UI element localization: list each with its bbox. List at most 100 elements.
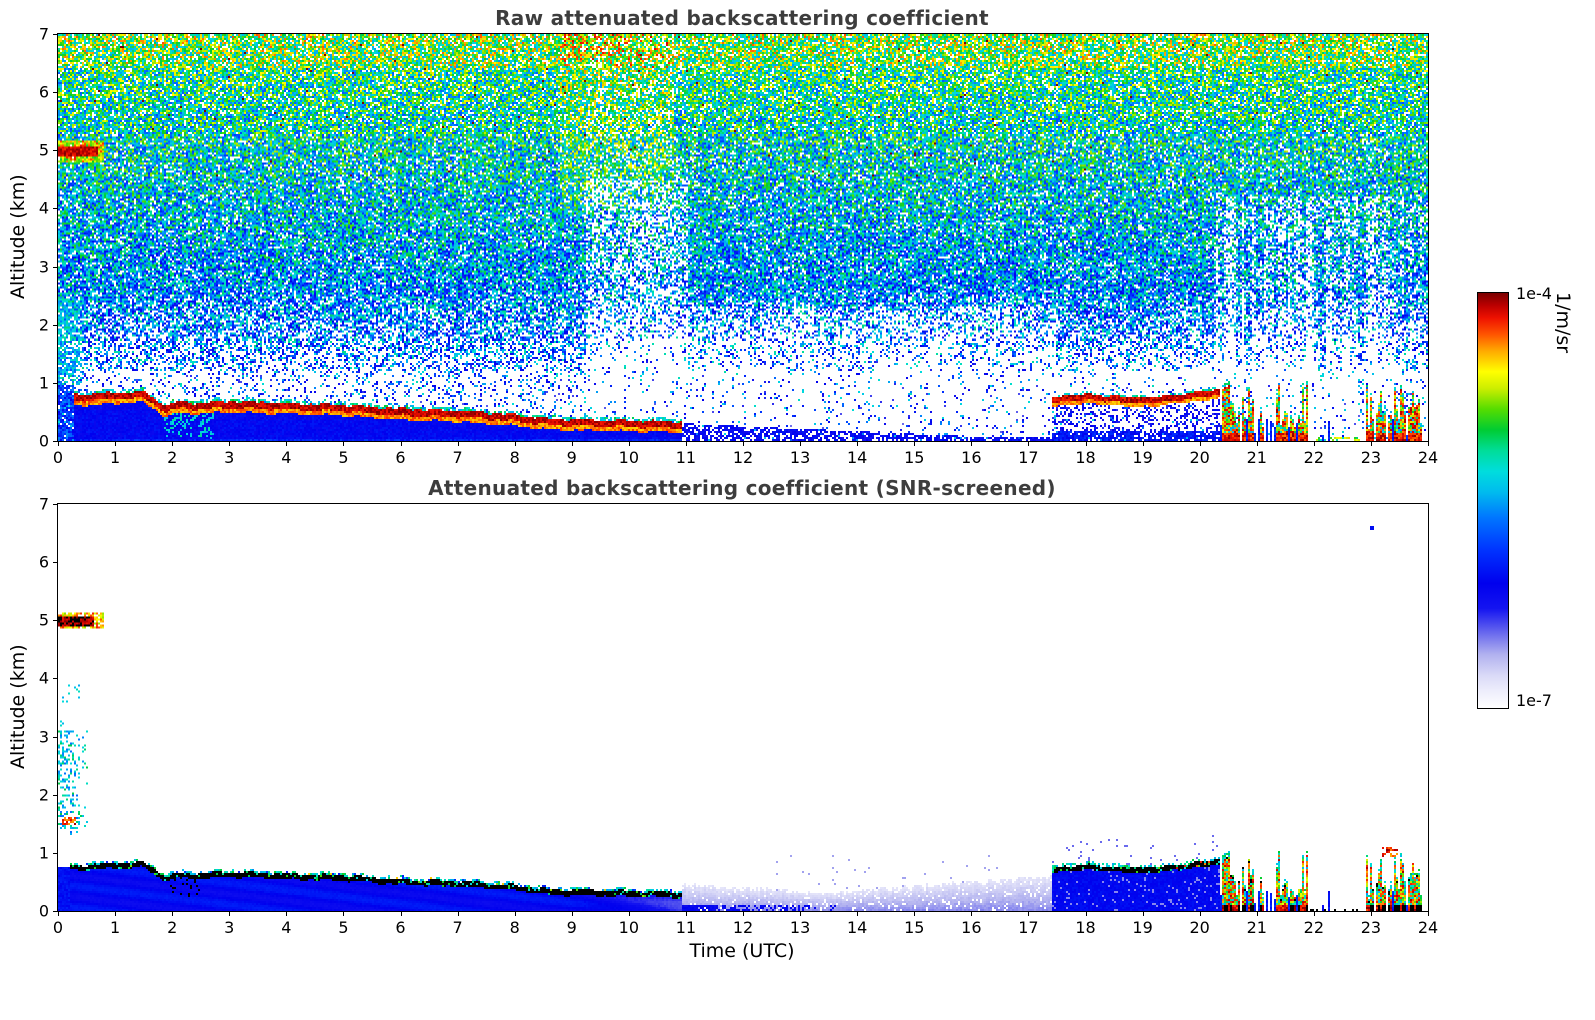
x-tick-label: 0 xyxy=(52,918,64,937)
x-tick-mark xyxy=(172,441,174,446)
y-tick-mark xyxy=(53,504,58,505)
x-tick-label: 21 xyxy=(1246,918,1267,937)
y-axis-label-screened: Altitude (km) xyxy=(7,644,29,769)
x-tick-mark xyxy=(58,911,59,916)
y-tick-label: 7 xyxy=(38,24,49,44)
x-tick-label: 17 xyxy=(1018,448,1039,467)
x-tick-label: 24 xyxy=(1417,918,1439,937)
x-tick-mark xyxy=(514,911,516,916)
screened-plot-area: 0 1 2 3 4 5 6 7 8 9 10 11 12 13 14 15 16 17 18 19 20 21 22 23 24… xyxy=(39,495,1438,938)
x-tick-mark xyxy=(1142,441,1144,446)
x-tick-label: 10 xyxy=(618,448,640,467)
x-tick-label: 7 xyxy=(452,448,463,467)
x-tick-label: 16 xyxy=(961,448,982,467)
x-tick-label: 2 xyxy=(167,918,178,937)
x-tick-mark xyxy=(1199,441,1201,446)
x-tick-mark xyxy=(1085,441,1087,446)
x-tick-label: 8 xyxy=(509,448,520,467)
y-tick-mark xyxy=(53,562,58,564)
y-tick-label: 3 xyxy=(38,257,49,277)
x-tick-label: 5 xyxy=(338,448,349,467)
x-tick-mark xyxy=(400,441,402,446)
y-tick-label: 3 xyxy=(38,727,49,747)
x-tick-mark xyxy=(571,911,573,916)
x-tick-label: 6 xyxy=(395,448,406,467)
x-tick-mark xyxy=(743,441,744,446)
colorbar-min-label: 1e-7 xyxy=(1516,691,1552,710)
x-tick-mark xyxy=(1428,441,1429,446)
y-tick-mark xyxy=(53,92,58,94)
y-tick-label: 7 xyxy=(38,494,49,514)
y-tick-mark xyxy=(53,266,58,268)
x-tick-mark xyxy=(1313,441,1315,446)
y-tick-label: 6 xyxy=(38,82,49,102)
x-tick-label: 12 xyxy=(732,448,754,467)
x-tick-label: 16 xyxy=(961,918,982,937)
x-tick-mark xyxy=(400,911,402,916)
x-tick-mark xyxy=(172,911,174,916)
x-tick-label: 9 xyxy=(566,448,577,467)
x-tick-label: 4 xyxy=(281,918,292,937)
y-tick-mark xyxy=(53,620,58,622)
y-tick-label: 4 xyxy=(38,198,49,218)
x-tick-mark xyxy=(457,911,459,916)
x-tick-mark xyxy=(857,911,859,916)
x-tick-label: 24 xyxy=(1417,448,1439,467)
x-tick-mark xyxy=(58,441,59,446)
x-tick-label: 20 xyxy=(1189,918,1210,937)
x-tick-mark xyxy=(1370,441,1372,446)
x-tick-mark xyxy=(286,441,288,446)
y-tick-label: 0 xyxy=(38,901,49,921)
x-tick-mark xyxy=(1199,911,1201,916)
y-tick-mark xyxy=(53,441,58,442)
x-tick-label: 22 xyxy=(1303,918,1325,937)
x-tick-label: 14 xyxy=(846,918,868,937)
x-tick-label: 0 xyxy=(52,448,64,467)
y-tick-label: 6 xyxy=(38,552,49,572)
x-tick-label: 17 xyxy=(1018,918,1039,937)
x-axis-label: Time (UTC) xyxy=(689,940,795,962)
x-tick-label: 3 xyxy=(224,448,235,467)
panel-screened-title: Attenuated backscattering coefficient (S… xyxy=(428,476,1056,500)
raw-plot-area: 0 1 2 3 4 5 6 7 8 9 10 11 12 13 14 15 16 17 18 19 20 21 22 23 24… xyxy=(39,25,1438,468)
x-tick-label: 22 xyxy=(1303,448,1325,467)
y-tick-mark xyxy=(53,736,58,738)
x-tick-mark xyxy=(1256,911,1258,916)
x-tick-label: 21 xyxy=(1246,448,1267,467)
x-tick-label: 3 xyxy=(224,918,235,937)
x-tick-label: 23 xyxy=(1360,918,1382,937)
y-tick-mark xyxy=(53,911,58,912)
x-tick-label: 4 xyxy=(281,448,292,467)
x-tick-label: 15 xyxy=(904,918,925,937)
y-tick-mark xyxy=(53,678,58,680)
x-tick-mark xyxy=(971,441,973,446)
x-tick-mark xyxy=(343,441,345,446)
x-tick-label: 13 xyxy=(789,918,811,937)
x-tick-label: 1 xyxy=(109,918,121,937)
x-tick-label: 9 xyxy=(566,918,577,937)
x-tick-label: 2 xyxy=(167,448,178,467)
x-tick-label: 5 xyxy=(338,918,349,937)
x-tick-label: 19 xyxy=(1132,448,1153,467)
x-tick-label: 19 xyxy=(1132,918,1153,937)
x-tick-mark xyxy=(286,911,288,916)
x-tick-mark xyxy=(115,911,117,916)
x-tick-mark xyxy=(800,441,802,446)
y-tick-mark xyxy=(53,382,58,384)
x-tick-mark xyxy=(914,911,916,916)
x-tick-mark xyxy=(971,911,973,916)
y-tick-label: 5 xyxy=(38,140,49,160)
panel-raw-title: Raw attenuated backscattering coefficien… xyxy=(495,6,989,30)
x-tick-mark xyxy=(1256,441,1258,446)
x-tick-label: 15 xyxy=(904,448,925,467)
x-tick-mark xyxy=(1370,911,1372,916)
x-tick-label: 7 xyxy=(452,918,463,937)
x-tick-label: 18 xyxy=(1075,918,1096,937)
x-tick-mark xyxy=(343,911,345,916)
x-tick-label: 11 xyxy=(675,448,697,467)
y-tick-mark xyxy=(53,208,58,210)
y-tick-label: 1 xyxy=(38,843,49,863)
y-tick-mark xyxy=(53,794,58,796)
y-tick-label: 5 xyxy=(38,610,49,630)
x-tick-label: 1 xyxy=(109,448,121,467)
